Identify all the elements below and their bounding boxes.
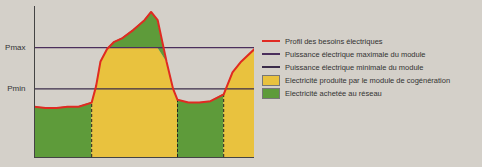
html-text:Puissance électrique minimale: Puissance électrique minimale du module xyxy=(285,62,424,72)
html-text:Profil des besoins électriques: Profil des besoins électriques xyxy=(285,36,383,46)
html-text:Electricité produite par le mo: Electricité produite par le module de co… xyxy=(285,75,451,85)
html-text:Electricité achetée au réseau: Electricité achetée au réseau xyxy=(285,88,382,98)
svg-text:Pmin: Pmin xyxy=(7,84,25,93)
html-text:Puissance électrique maximale: Puissance électrique maximale du module xyxy=(285,49,426,59)
svg-text:Pmax: Pmax xyxy=(5,43,25,52)
